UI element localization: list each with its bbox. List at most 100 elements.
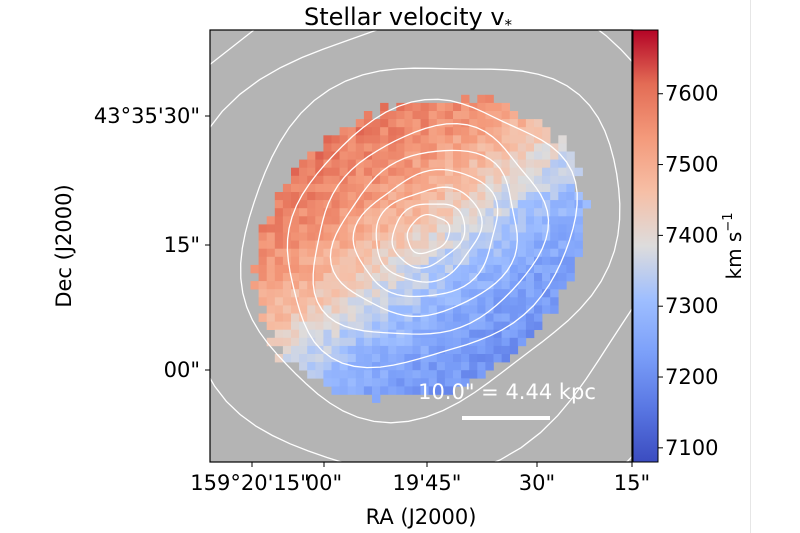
velocity-pixel: [534, 208, 543, 217]
velocity-pixel: [315, 264, 324, 274]
velocity-pixel: [420, 289, 429, 298]
velocity-pixel: [501, 135, 510, 144]
velocity-pixel: [525, 208, 535, 217]
velocity-pixel: [347, 192, 357, 201]
velocity-pixel: [436, 248, 446, 258]
velocity-pixel: [388, 111, 397, 120]
velocity-pixel: [550, 297, 559, 306]
velocity-pixel: [444, 264, 454, 274]
velocity-pixel: [307, 248, 316, 258]
velocity-pixel: [388, 264, 397, 274]
velocity-pixel: [542, 127, 551, 136]
velocity-pixel: [542, 224, 551, 233]
velocity-pixel: [315, 281, 324, 290]
velocity-pixel: [469, 297, 478, 306]
velocity-pixel: [444, 313, 454, 322]
velocity-pixel: [485, 143, 494, 152]
velocity-pixel: [331, 200, 340, 209]
velocity-pixel: [428, 264, 438, 274]
x-tick-label: 15": [614, 471, 650, 495]
panel-divider: [750, 0, 751, 533]
velocity-pixel: [509, 111, 519, 120]
velocity-pixel: [299, 297, 308, 306]
velocity-pixel: [485, 135, 494, 144]
velocity-pixel: [347, 281, 357, 290]
velocity-pixel: [307, 175, 316, 185]
velocity-pixel: [501, 273, 510, 282]
velocity-pixel: [331, 362, 340, 371]
velocity-pixel: [420, 102, 429, 112]
velocity-pixel: [380, 135, 389, 144]
colorbar-tick-label: 7400: [665, 223, 718, 247]
velocity-pixel: [534, 232, 543, 241]
velocity-pixel: [436, 256, 446, 266]
velocity-pixel: [453, 111, 462, 120]
velocity-pixel: [453, 159, 462, 168]
velocity-pixel: [282, 264, 292, 274]
velocity-pixel: [558, 183, 567, 193]
velocity-pixel: [444, 127, 454, 136]
velocity-pixel: [291, 264, 300, 274]
velocity-pixel: [282, 297, 292, 306]
velocity-pixel: [477, 305, 486, 314]
velocity-pixel: [331, 378, 340, 387]
velocity-pixel: [461, 240, 470, 249]
velocity-pixel: [469, 305, 478, 314]
velocity-pixel: [380, 143, 389, 152]
velocity-pixel: [266, 305, 276, 314]
velocity-pixel: [453, 175, 462, 185]
velocity-pixel: [469, 183, 478, 193]
velocity-pixel: [493, 248, 502, 258]
velocity-pixel: [485, 224, 494, 233]
velocity-pixel: [339, 305, 348, 314]
velocity-pixel: [404, 102, 413, 112]
velocity-pixel: [517, 127, 527, 136]
velocity-pixel: [323, 313, 332, 322]
velocity-pixel: [493, 183, 502, 193]
velocity-pixel: [477, 127, 486, 136]
velocity-pixel: [436, 362, 446, 371]
velocity-pixel: [525, 256, 535, 266]
velocity-pixel: [469, 192, 478, 201]
velocity-pixel: [525, 297, 535, 306]
velocity-pixel: [461, 362, 470, 371]
velocity-pixel: [558, 264, 567, 274]
velocity-pixel: [428, 232, 438, 241]
velocity-pixel: [388, 135, 397, 144]
velocity-pixel: [363, 167, 373, 177]
contour-line: [210, 30, 632, 462]
velocity-pixel: [355, 159, 365, 168]
contour-line: [391, 203, 466, 269]
velocity-pixel: [428, 297, 438, 306]
velocity-pixel: [574, 167, 583, 177]
velocity-pixel: [307, 240, 316, 249]
velocity-pixel: [566, 273, 575, 282]
velocity-pixel: [550, 256, 559, 266]
velocity-pixel: [428, 151, 438, 160]
velocity-pixel: [485, 264, 494, 274]
velocity-pixel: [509, 183, 519, 193]
velocity-pixel: [534, 224, 543, 233]
velocity-pixel: [307, 232, 316, 241]
velocity-pixel: [307, 216, 316, 225]
velocity-pixel: [323, 175, 332, 185]
velocity-pixel: [323, 305, 332, 314]
velocity-pixel: [444, 135, 454, 144]
velocity-pixel: [331, 256, 340, 266]
velocity-pixel: [436, 151, 446, 160]
velocity-pixel: [485, 337, 494, 347]
velocity-pixel: [412, 224, 421, 233]
velocity-pixel: [444, 386, 454, 395]
velocity-pixel: [363, 224, 373, 233]
velocity-pixel: [501, 305, 510, 314]
velocity-pixel: [428, 175, 438, 185]
velocity-pixel: [412, 143, 421, 152]
velocity-pixel: [404, 232, 413, 241]
velocity-pixel: [396, 127, 405, 136]
velocity-pixel: [517, 192, 527, 201]
velocity-pixel: [299, 224, 308, 233]
velocity-pixel: [428, 370, 438, 379]
velocity-pixel: [323, 345, 332, 355]
velocity-pixel: [477, 151, 486, 160]
velocity-pixel: [339, 273, 348, 282]
